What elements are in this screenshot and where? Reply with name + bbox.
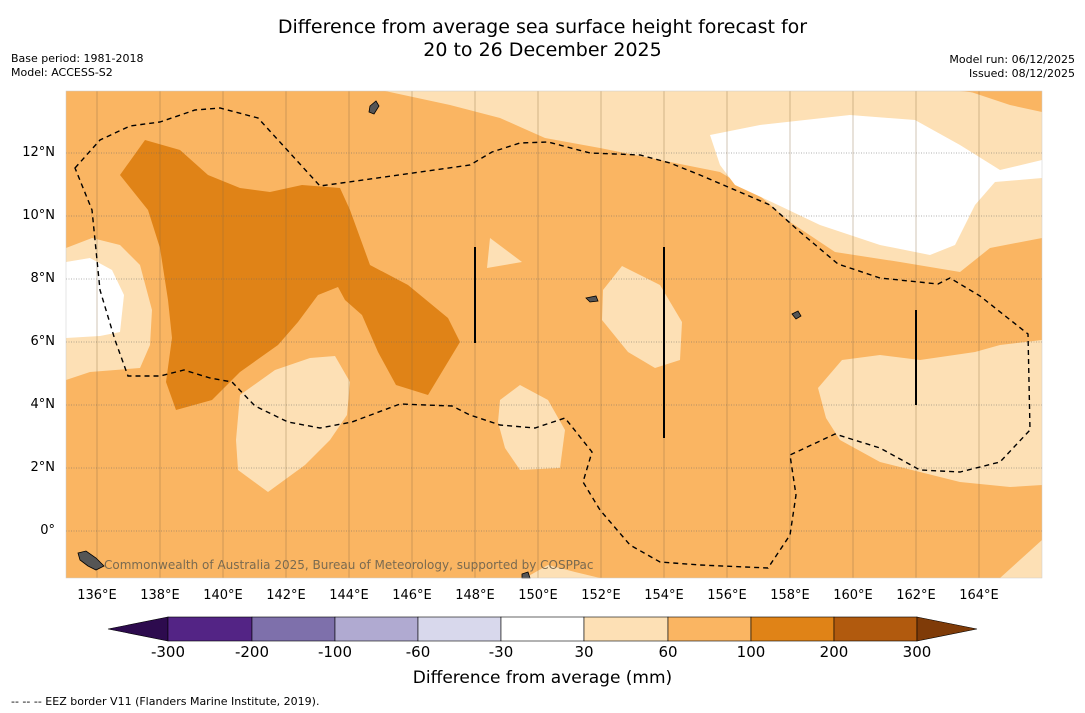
island-chain-lines (474, 247, 917, 438)
anomaly-100-200-region (120, 140, 460, 410)
anomaly-0-30-southeast-region (818, 340, 1042, 487)
graticule-lon (96, 91, 980, 578)
colorbar-bin-1 (167, 616, 253, 642)
eez-footnote: -- -- -- EEZ border V11 (Flanders Marine… (11, 695, 320, 708)
colorbar-label: 200 (819, 643, 849, 661)
anomaly-0-30-corner-region (1000, 540, 1042, 578)
lon-tick-label: 150°E (518, 588, 558, 603)
model-run-label: Model run: 06/12/2025 (949, 53, 1075, 66)
lat-tick-label: 0° (40, 523, 55, 538)
colorbar-label: 100 (736, 643, 766, 661)
eez-border (74, 107, 1031, 569)
colorbar-label: -100 (317, 643, 353, 661)
colorbar-label: -300 (150, 643, 186, 661)
lon-tick-label: 140°E (203, 588, 243, 603)
anomaly-0-30-south-region (498, 385, 565, 470)
lon-tick-label: 138°E (140, 588, 180, 603)
anomaly-0-30-central-region (236, 356, 350, 492)
anomaly-0-30-small-region (487, 238, 522, 268)
lon-tick-label: 156°E (707, 588, 747, 603)
colorbar-label: -200 (234, 643, 270, 661)
colorbar-bin-3 (334, 616, 419, 642)
issued-label: Issued: 08/12/2025 (968, 67, 1075, 80)
lon-tick-label: 152°E (581, 588, 621, 603)
colorbar-bin-9 (833, 616, 918, 642)
lat-tick-label: 12°N (22, 145, 55, 160)
colorbar-bin-4 (417, 616, 502, 642)
lat-tick-label: 8°N (30, 271, 56, 286)
colorbar-bin-5 (500, 616, 585, 642)
lon-tick-label: 158°E (770, 588, 810, 603)
anomaly-0-30-bottom-region (525, 565, 600, 578)
anomaly-neutral-west-region (66, 258, 124, 338)
anomaly-0-30-east-region (602, 266, 682, 368)
colorbar (107, 616, 978, 642)
lon-tick-label: 160°E (833, 588, 873, 603)
map-contours (66, 91, 1042, 578)
colorbar-bin-8 (750, 616, 835, 642)
colorbar-label: 30 (574, 643, 594, 661)
map-frame (65, 90, 1043, 579)
lon-tick-label: 164°E (959, 588, 999, 603)
lat-tick-label: 6°N (30, 334, 56, 349)
colorbar-title: Difference from average (mm) (412, 668, 673, 688)
map-credit: Commonwealth of Australia 2025, Bureau o… (104, 558, 594, 572)
lon-tick-label: 136°E (77, 588, 117, 603)
anomaly-60-100-corner-region (968, 91, 1042, 112)
colorbar-bin-2 (251, 616, 336, 642)
lon-tick-label: 144°E (329, 588, 369, 603)
colorbar-bin-7 (667, 616, 752, 642)
lon-tick-label: 146°E (392, 588, 432, 603)
colorbar-bin-6 (583, 616, 669, 642)
lon-tick-label: 154°E (644, 588, 684, 603)
chart-title-line-2: 20 to 26 December 2025 (423, 39, 662, 61)
lon-tick-label: 142°E (266, 588, 306, 603)
colorbar-below-triangle (107, 616, 169, 642)
colorbar-label: 300 (902, 643, 932, 661)
chart-title-line-1: Difference from average sea surface heig… (277, 16, 808, 38)
anomaly-neutral-north-region (710, 115, 1042, 255)
islands (77, 100, 802, 579)
lat-tick-label: 4°N (30, 397, 56, 412)
colorbar-label: -30 (488, 643, 514, 661)
lat-tick-label: 2°N (30, 460, 56, 475)
base-period-label: Base period: 1981-2018 (11, 52, 144, 65)
lat-tick-label: 10°N (22, 208, 55, 223)
lon-tick-label: 148°E (455, 588, 495, 603)
colorbar-label: -60 (405, 643, 431, 661)
lon-tick-label: 162°E (896, 588, 936, 603)
model-label: Model: ACCESS-S2 (11, 66, 113, 79)
colorbar-label: 60 (658, 643, 678, 661)
colorbar-above-triangle (916, 616, 978, 642)
graticule-lat (66, 152, 1042, 532)
